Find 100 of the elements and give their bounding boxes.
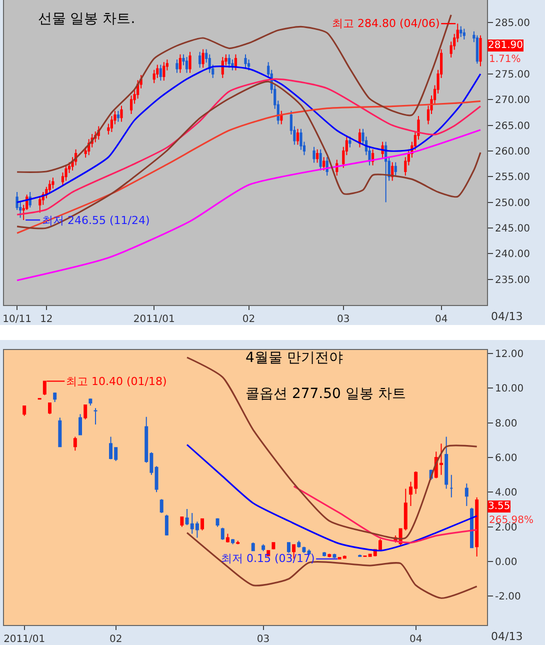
candlestick	[160, 498, 164, 514]
candlestick	[84, 404, 88, 420]
candlestick	[326, 156, 328, 176]
y-tick-label: 240.00	[495, 249, 530, 260]
candlestick	[322, 156, 326, 171]
candlestick	[220, 527, 224, 540]
text: 281.90	[488, 40, 523, 51]
line-series	[16, 129, 482, 282]
x-tick-label: 12	[40, 314, 53, 325]
candlestick	[272, 542, 276, 550]
candlestick	[322, 552, 326, 557]
candlestick	[58, 417, 62, 448]
line-series	[293, 485, 478, 544]
candlestick	[200, 518, 204, 531]
x-tick-label: 02	[109, 634, 122, 645]
text: 선물 일봉 차트.	[38, 10, 136, 27]
x-tick-label: 2011/01	[133, 314, 175, 325]
candlestick	[332, 553, 336, 559]
candlestick	[94, 408, 98, 426]
candlestick	[470, 507, 474, 548]
candlestick	[228, 54, 230, 68]
candlestick	[202, 48, 204, 68]
candlestick	[286, 542, 290, 554]
candlestick	[234, 54, 238, 71]
candlestick	[64, 164, 68, 182]
candlestick	[154, 466, 158, 493]
y-tick-label: -2.00	[495, 592, 521, 603]
candlestick	[178, 54, 182, 74]
annotation: 최고 10.40 (01/18)	[66, 375, 167, 388]
x-tick-label: 2011/01	[4, 634, 46, 645]
candlestick	[475, 496, 479, 558]
x-tick-label: 02	[242, 314, 256, 325]
candlestick	[221, 56, 224, 79]
candlestick	[198, 51, 202, 68]
candlestick	[384, 141, 388, 203]
candlestick	[73, 436, 77, 452]
text: 1.71%	[489, 54, 521, 65]
annotation: 최저 0.15 (03/17)	[221, 552, 315, 565]
y-tick-label: 12.00	[495, 348, 524, 360]
candlestick	[280, 110, 283, 125]
candlestick	[216, 518, 220, 528]
candlestick	[450, 474, 454, 498]
line-series	[16, 66, 482, 204]
y-tick-label: 275.00	[495, 69, 530, 80]
y-tick-label: 6.00	[495, 453, 518, 464]
candlestick	[226, 533, 230, 543]
candlestick	[328, 553, 332, 558]
candlestick	[159, 64, 162, 82]
candlestick	[185, 56, 188, 74]
chart-title: 4월물 만기전야	[246, 350, 343, 366]
candlestick	[348, 136, 352, 148]
candlestick	[251, 542, 255, 552]
candlestick	[176, 59, 178, 74]
y-tick-label: 235.00	[495, 274, 530, 286]
candlestick	[78, 414, 82, 436]
x-tick-label: 04	[434, 314, 448, 325]
text: 04/13	[491, 310, 523, 323]
line-series	[16, 14, 452, 173]
candlestick	[476, 34, 479, 64]
y-tick-label: 255.00	[495, 172, 530, 184]
candlestick	[391, 162, 394, 182]
candlestick	[231, 538, 235, 545]
candlestick	[188, 51, 192, 74]
line-series	[186, 444, 478, 552]
candlestick	[296, 128, 300, 146]
candlestick	[236, 540, 240, 545]
candlestick	[358, 128, 362, 148]
candlestick	[88, 398, 92, 406]
candlestick	[164, 514, 168, 536]
candlestick	[312, 146, 316, 164]
x-tick-label: 03	[256, 634, 270, 645]
y-tick-label: 285.00	[495, 18, 530, 30]
line-series	[16, 100, 482, 234]
candlestick	[120, 105, 123, 122]
candlestick	[180, 516, 184, 528]
candlestick	[244, 54, 247, 68]
candlestick	[48, 402, 52, 415]
candlestick	[307, 548, 311, 556]
candlestick	[363, 554, 367, 558]
candlestick	[462, 28, 466, 40]
y-tick-label: 260.00	[495, 146, 530, 158]
candlestick	[316, 148, 319, 164]
candlestick	[394, 162, 397, 176]
candlestick	[302, 546, 306, 554]
y-tick-label: 4.00	[495, 488, 518, 499]
annotation: 최고 284.80 (04/06)	[332, 17, 440, 30]
text: 3.55	[488, 501, 510, 512]
y-tick-label: 245.00	[495, 223, 530, 234]
y-tick-label: 265.00	[495, 120, 530, 132]
text: 콜옵션 277.50 일봉 차트	[246, 386, 406, 402]
candlestick	[479, 34, 482, 67]
x-tick-label: 04	[409, 634, 422, 645]
x-tick-label: 10/11	[2, 314, 32, 325]
candlestick	[358, 554, 362, 558]
candlestick	[444, 436, 448, 490]
y-tick-label: 10.00	[495, 384, 524, 395]
candlestick	[53, 392, 57, 403]
candlestick	[52, 177, 54, 189]
y-tick-label: 270.00	[495, 95, 530, 106]
candlestick	[297, 540, 301, 548]
